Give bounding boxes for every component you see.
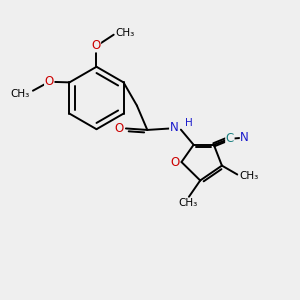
Text: O: O (170, 155, 180, 169)
Text: H: H (185, 118, 193, 128)
Text: CH₃: CH₃ (239, 171, 258, 181)
Text: C: C (226, 132, 234, 146)
Text: O: O (45, 75, 54, 88)
Text: O: O (115, 122, 124, 135)
Text: O: O (91, 39, 101, 52)
Text: N: N (170, 121, 178, 134)
Text: CH₃: CH₃ (179, 198, 198, 208)
Text: CH₃: CH₃ (11, 89, 30, 99)
Text: N: N (240, 131, 249, 144)
Text: CH₃: CH₃ (116, 28, 135, 38)
